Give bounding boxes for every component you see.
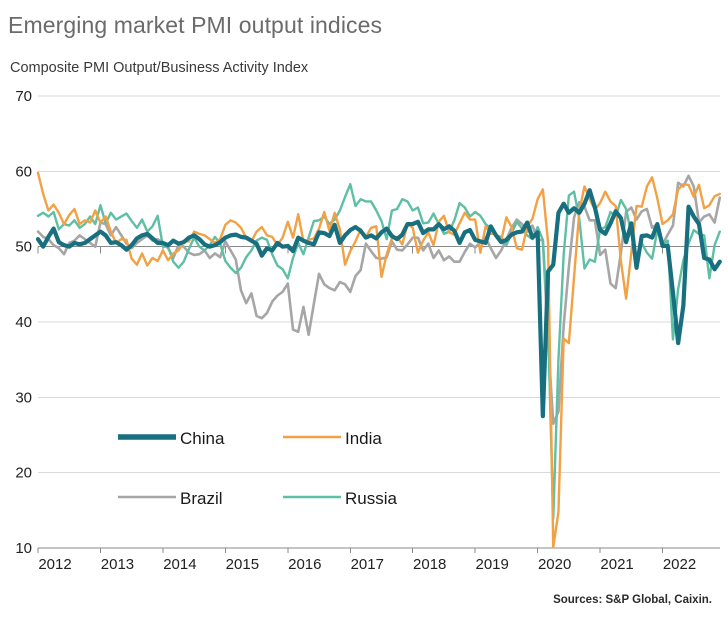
x-axis-tick-label: 2013 <box>101 556 134 573</box>
x-axis-tick-label: 2017 <box>351 556 384 573</box>
x-axis-tick-label: 2012 <box>38 556 71 573</box>
legend-item-india[interactable]: India <box>283 429 382 448</box>
x-axis-tick-label: 2016 <box>288 556 321 573</box>
legend-label-china: China <box>180 429 225 448</box>
x-axis-tick-label: 2014 <box>163 556 196 573</box>
source-note: Sources: S&P Global, Caixin. <box>553 594 712 606</box>
y-axis-tick-label: 40 <box>15 314 32 331</box>
gridlines <box>38 95 720 549</box>
legend-label-russia: Russia <box>345 489 398 508</box>
legend-item-russia[interactable]: Russia <box>283 489 398 508</box>
y-axis-tick-label: 10 <box>15 540 32 557</box>
x-axis-labels: 2012 2013 2014 2015 2016 2017 2018 2019 2020 2021… <box>38 556 696 573</box>
series-line-china <box>35 188 722 419</box>
y-axis-tick-label: 70 <box>15 88 32 105</box>
x-axis-tick-label: 2015 <box>226 556 259 573</box>
chart-subtitle: Composite PMI Output/Business Activity I… <box>10 60 309 76</box>
y-axis-labels: 10 20 30 40 50 60 70 <box>15 88 32 557</box>
legend-label-india: India <box>345 429 382 448</box>
chart-legend: China India Brazil Russia <box>118 429 398 508</box>
legend-item-china[interactable]: China <box>118 429 225 448</box>
y-axis-tick-label: 20 <box>15 465 32 482</box>
legend-label-brazil: Brazil <box>180 489 223 508</box>
page-title: Emerging market PMI output indices <box>8 12 383 38</box>
series-line-india <box>36 171 721 549</box>
x-axis-tick-label: 2020 <box>538 556 571 573</box>
y-axis-tick-label: 30 <box>15 389 32 406</box>
legend-item-brazil[interactable]: Brazil <box>118 489 223 508</box>
x-axis-tick-label: 2021 <box>600 556 633 573</box>
y-axis-tick-label: 60 <box>15 163 32 180</box>
x-axis-tick-label: 2019 <box>475 556 508 573</box>
x-axis-tick-label: 2022 <box>663 556 696 573</box>
y-axis-tick-label: 50 <box>15 239 32 256</box>
data-series <box>35 171 722 549</box>
x-axis-tick-label: 2018 <box>413 556 446 573</box>
series-line-russia <box>36 182 721 520</box>
